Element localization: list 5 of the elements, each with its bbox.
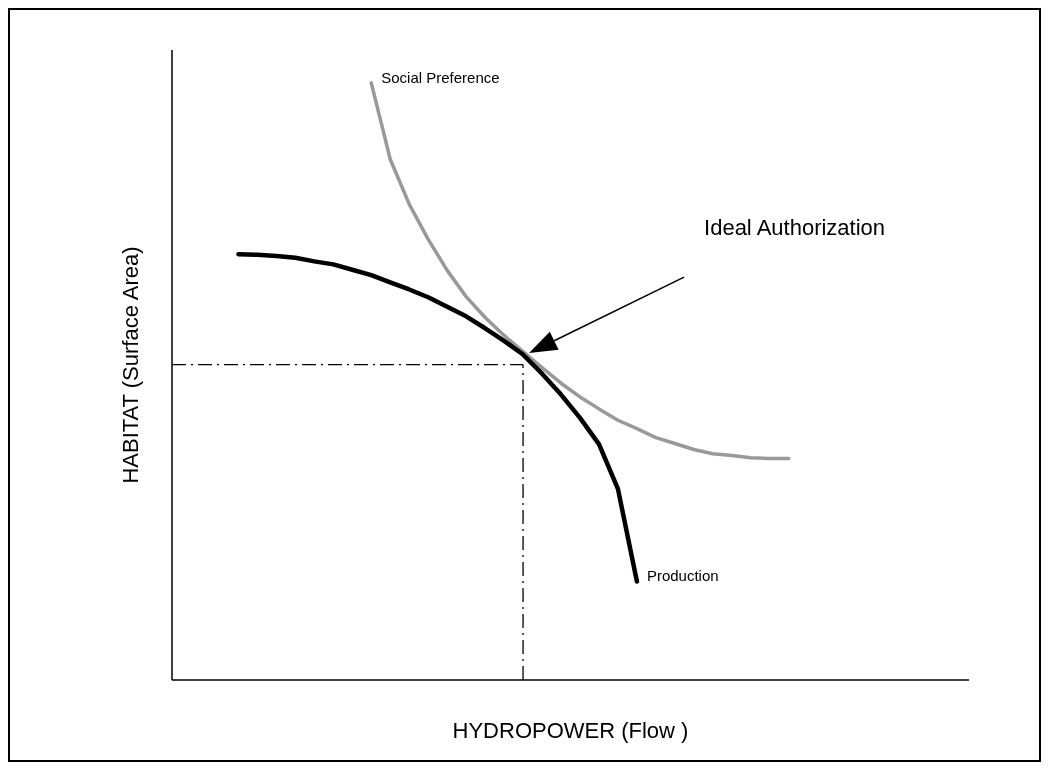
annotation: Ideal Authorization <box>704 215 886 241</box>
x-axis-title: HYDROPOWER (Flow ) <box>452 718 689 743</box>
series-label: Social Preference <box>381 68 500 86</box>
series-label: Production <box>646 567 719 585</box>
y-axis-title: HABITAT (Surface Area) <box>117 246 143 484</box>
